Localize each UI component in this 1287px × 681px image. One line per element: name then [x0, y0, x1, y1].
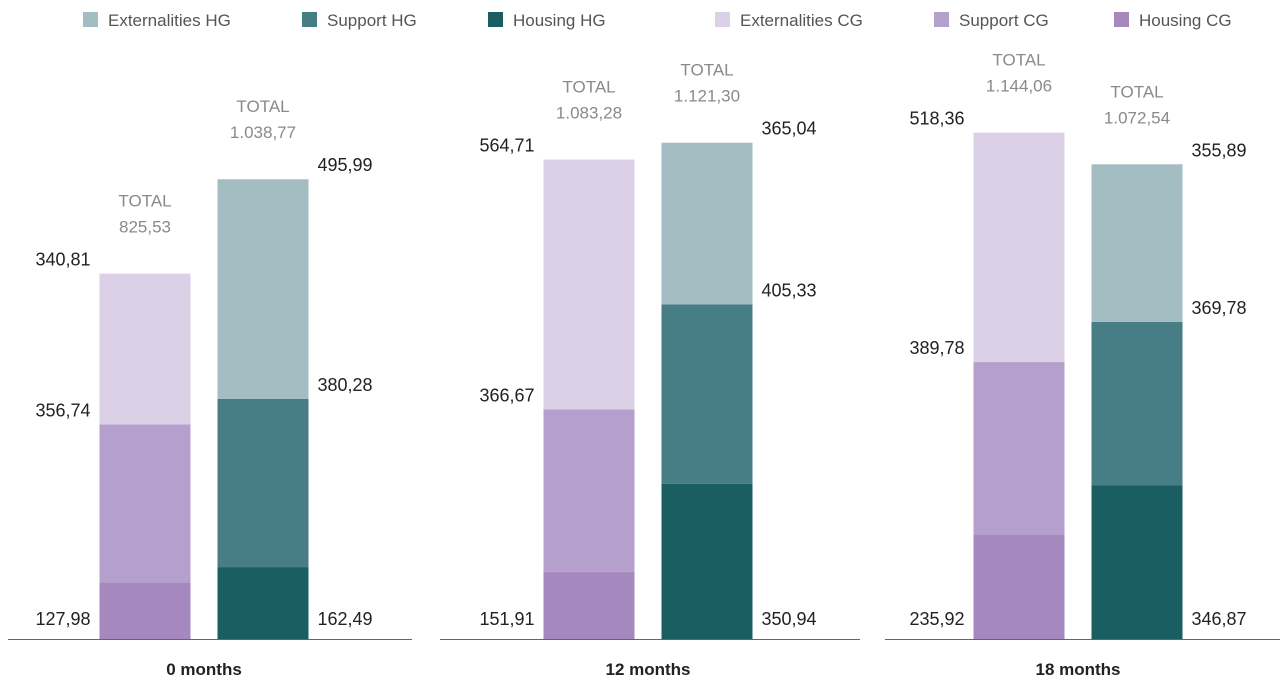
bar-area: 127,98 356,74 340,81 TOTAL 825,53 162,49 380,2… [35, 51, 1247, 639]
bar-segment-housing-hg-12-months [661, 483, 753, 639]
legend-swatch-externalities-hg [83, 12, 98, 27]
legend-item-housing-hg: Housing HG [488, 11, 606, 30]
total-value-0-months-cg: 825,53 [119, 218, 171, 237]
bar-18-months-cg: 235,92 389,78 518,36 TOTAL 1.144,06 [909, 51, 1065, 639]
bar-segment-housing-cg-0-months [99, 582, 191, 639]
bar-segment-support-hg-12-months [661, 304, 753, 484]
legend-swatch-housing-cg [1114, 12, 1129, 27]
legend-item-externalities-hg: Externalities HG [83, 11, 231, 30]
data-label-housing-cg-0-months: 127,98 [35, 609, 90, 629]
bar-12-months-cg: 151,91 366,67 564,71 TOTAL 1.083,28 [479, 78, 635, 639]
bar-segment-support-cg-18-months [973, 362, 1065, 535]
bar-12-months-hg: 350,94 405,33 365,04 TOTAL 1.121,30 [661, 61, 817, 639]
bar-segment-housing-cg-18-months [973, 534, 1065, 639]
legend-label-housing-hg: Housing HG [513, 11, 606, 30]
data-label-housing-cg-12-months: 151,91 [479, 609, 534, 629]
category-label-0-months: 0 months [166, 660, 242, 679]
bar-segment-support-hg-18-months [1091, 321, 1183, 486]
data-label-support-hg-0-months: 380,28 [318, 375, 373, 395]
total-caption-18-months-hg: TOTAL [1110, 82, 1163, 101]
total-caption-12-months-hg: TOTAL [680, 61, 733, 80]
legend-item-support-cg: Support CG [934, 11, 1049, 30]
bar-0-months-hg: 162,49 380,28 495,99 TOTAL 1.038,77 [217, 97, 373, 639]
data-label-support-hg-12-months: 405,33 [762, 280, 817, 300]
bar-segment-externalities-cg-18-months [973, 132, 1065, 363]
total-caption-18-months-cg: TOTAL [992, 51, 1045, 70]
data-label-externalities-cg-0-months: 340,81 [35, 250, 90, 270]
bar-segment-externalities-cg-0-months [99, 273, 191, 425]
legend-label-support-cg: Support CG [959, 11, 1049, 30]
data-label-support-hg-18-months: 369,78 [1192, 298, 1247, 318]
data-label-externalities-hg-0-months: 495,99 [318, 155, 373, 175]
legend-label-housing-cg: Housing CG [1139, 11, 1232, 30]
bar-segment-support-hg-0-months [217, 398, 309, 568]
legend-item-support-hg: Support HG [302, 11, 417, 30]
bar-segment-housing-hg-18-months [1091, 485, 1183, 639]
total-value-12-months-cg: 1.083,28 [556, 104, 622, 123]
total-caption-0-months-cg: TOTAL [118, 192, 171, 211]
bar-segment-externalities-hg-18-months [1091, 164, 1183, 322]
data-label-externalities-hg-12-months: 365,04 [762, 119, 817, 139]
category-label-18-months: 18 months [1035, 660, 1120, 679]
data-label-support-cg-18-months: 389,78 [909, 338, 964, 358]
bar-segment-housing-hg-0-months [217, 567, 309, 639]
legend-label-externalities-cg: Externalities CG [740, 11, 863, 30]
legend-swatch-externalities-cg [715, 12, 730, 27]
legend-label-externalities-hg: Externalities HG [108, 11, 231, 30]
axis-area: 0 months 12 months 18 months [8, 639, 1280, 679]
bar-segment-externalities-cg-12-months [543, 159, 635, 410]
total-caption-12-months-cg: TOTAL [562, 78, 615, 97]
bar-segment-externalities-hg-12-months [661, 142, 753, 305]
legend-swatch-support-cg [934, 12, 949, 27]
bar-segment-support-cg-12-months [543, 409, 635, 572]
total-value-0-months-hg: 1.038,77 [230, 123, 296, 142]
bar-segment-housing-cg-12-months [543, 571, 635, 639]
total-value-12-months-hg: 1.121,30 [674, 87, 740, 106]
total-caption-0-months-hg: TOTAL [236, 97, 289, 116]
data-label-support-cg-12-months: 366,67 [479, 385, 534, 405]
total-value-18-months-cg: 1.144,06 [986, 77, 1052, 96]
bar-0-months-cg: 127,98 356,74 340,81 TOTAL 825,53 [35, 192, 191, 639]
bar-18-months-hg: 346,87 369,78 355,89 TOTAL 1.072,54 [1091, 82, 1247, 639]
data-label-externalities-hg-18-months: 355,89 [1192, 140, 1247, 160]
data-label-externalities-cg-18-months: 518,36 [909, 109, 964, 129]
data-label-externalities-cg-12-months: 564,71 [479, 136, 534, 156]
bar-segment-support-cg-0-months [99, 424, 191, 583]
category-label-12-months: 12 months [605, 660, 690, 679]
data-label-support-cg-0-months: 356,74 [35, 400, 90, 420]
legend-item-externalities-cg: Externalities CG [715, 11, 863, 30]
chart-legend: Externalities HG Support HG Housing HG Exte… [83, 11, 1232, 30]
legend-swatch-support-hg [302, 12, 317, 27]
legend-label-support-hg: Support HG [327, 11, 417, 30]
bar-segment-externalities-hg-0-months [217, 179, 309, 399]
data-label-housing-hg-12-months: 350,94 [762, 609, 817, 629]
legend-swatch-housing-hg [488, 12, 503, 27]
data-label-housing-hg-18-months: 346,87 [1192, 609, 1247, 629]
data-label-housing-hg-0-months: 162,49 [318, 609, 373, 629]
data-label-housing-cg-18-months: 235,92 [909, 609, 964, 629]
total-value-18-months-hg: 1.072,54 [1104, 108, 1170, 127]
legend-item-housing-cg: Housing CG [1114, 11, 1232, 30]
